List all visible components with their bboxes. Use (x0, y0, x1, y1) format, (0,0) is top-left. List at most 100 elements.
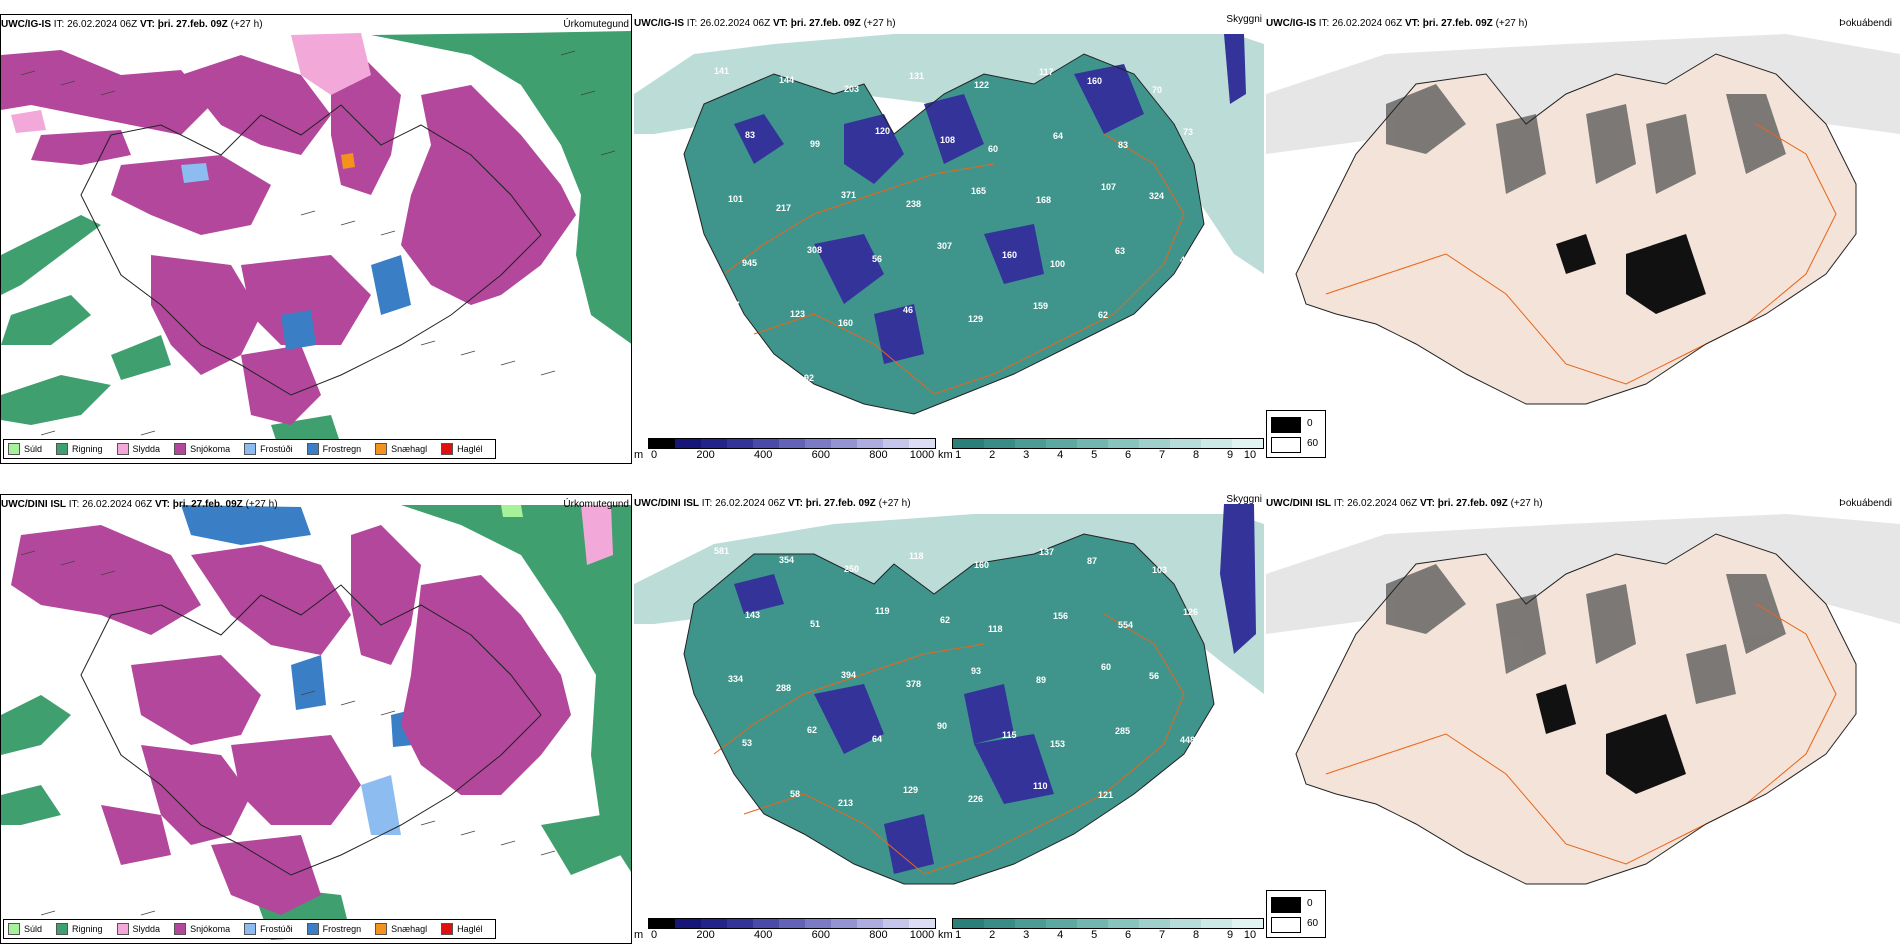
cloudbase-peak-value: 120 (875, 126, 890, 136)
legend-label: Frostúði (260, 924, 293, 934)
cloudbase-peak-value: 354 (779, 555, 794, 565)
legend-item: Slydda (116, 443, 161, 455)
colorbar-tick-label: 10 (1243, 449, 1257, 461)
it-label: IT: (53, 19, 65, 30)
cloudbase-peak-value: 378 (906, 679, 921, 689)
cloudbase-peak-value: 129 (968, 314, 983, 324)
colorbar-unit: m (634, 929, 644, 941)
cloudbase-peak-value: 56 (1149, 671, 1159, 681)
cloudbase-peak-value: 115 (1002, 730, 1017, 740)
colorbar-tick-label: 200 (696, 449, 715, 461)
it-value: 26.02.2024 06Z (700, 18, 771, 29)
panel-header: UWC/IG-IS IT: 26.02.2024 06Z VT: þri. 27… (1266, 18, 1528, 29)
colorbar-tick-label: 800 (869, 449, 888, 461)
colorbar-segment (1201, 919, 1232, 928)
cloudbase-peak-value: 64 (1053, 131, 1063, 141)
cloudbase-peak-value: 126 (1183, 607, 1198, 617)
colorbar-segment (1077, 439, 1108, 448)
model-name: UWC/IG-IS (1266, 18, 1316, 29)
wind-barbs (20, 50, 616, 436)
cloudbase-peak-value: 165 (971, 186, 986, 196)
cloudbase-peak-value: 581 (714, 546, 729, 556)
colorbar-tick-label: 9 (1226, 449, 1234, 461)
fog-legend-min: 0 (1307, 418, 1313, 429)
colorbar-tick-label: 1 (955, 449, 962, 461)
colorbar-tick-label: 1000 (909, 449, 935, 461)
cloudbase-peak-value: 160 (838, 318, 853, 328)
cloudbase-peak-value: 100 (1050, 259, 1065, 269)
lead-time: (+27 h) (245, 499, 278, 510)
panel-title: Þokuábendi (1839, 498, 1892, 509)
cloudbase-peak-value: 554 (1118, 620, 1133, 630)
colorbar-segment (1170, 439, 1201, 448)
legend-item: Súld (8, 923, 42, 935)
legend-label: Snæhagl (391, 924, 428, 934)
cloudbase-peak-value: 448 (1180, 735, 1195, 745)
cloudbase-peak-value: 90 (937, 721, 947, 731)
panel-header: UWC/DINI ISL IT: 26.02.2024 06Z VT: þri.… (1, 499, 278, 510)
panel-title: Skyggni (1226, 14, 1262, 25)
cloudbase-peak-value: 77 (725, 780, 735, 790)
colorbar-strip (648, 918, 936, 929)
legend-item: Haglél (441, 923, 483, 935)
cloudbase-peak-value: 70 (1152, 85, 1162, 95)
cloudbase-peak-value: 156 (1053, 611, 1068, 621)
colorbar-tick-label: 400 (754, 449, 773, 461)
fog-legend-max: 60 (1307, 438, 1319, 449)
colorbar-tick-label: 600 (811, 929, 830, 941)
legend-swatch (375, 443, 388, 455)
cloudbase-map: 141 144 203 131 122 117 160 70 83 99 120 108 60 64 83 7… (634, 34, 1264, 415)
colorbar-unit: km (938, 449, 953, 461)
legend-label: Rigning (72, 444, 103, 454)
it-label: IT: (686, 18, 698, 29)
legend-swatch (306, 923, 319, 935)
lead-time: (+27 h) (230, 19, 263, 30)
cloudbase-peak-value: 92 (804, 373, 814, 383)
colorbar-tick-label: 4 (1057, 449, 1064, 461)
cloudbase-peak-value: 64 (872, 734, 882, 744)
it-value: 26.02.2024 06Z (1332, 18, 1403, 29)
cloudbase-peak-value: 288 (776, 683, 791, 693)
roads (723, 133, 1185, 395)
precip-type-map (1, 495, 631, 943)
cloudbase-visibility-panel-top: 141 144 203 131 122 117 160 70 83 99 120 108 60 64 83 7… (634, 14, 1264, 464)
colorbar-segment (883, 439, 909, 448)
roads (1325, 123, 1837, 385)
legend-label: Snjókoma (190, 444, 231, 454)
colorbar-unit: m (634, 449, 644, 461)
lead-time: (+27 h) (878, 498, 911, 509)
colorbar-segment (727, 439, 753, 448)
colorbar-unit: km (938, 929, 953, 941)
legend-swatch (8, 443, 20, 455)
cloudbase-peak-value: 159 (1033, 301, 1048, 311)
legend-swatch (306, 443, 319, 455)
colorbar-tick-label: 400 (754, 929, 773, 941)
colorbar-strip (648, 438, 936, 449)
colorbar-segment (675, 439, 701, 448)
cloudbase-peak-value: 945 (742, 258, 757, 268)
cloudbase-peak-labels: 581 354 250 118 160 137 87 103 143 51 119 62 118 156 5… (714, 546, 1198, 854)
cloudbase-peak-value: 110 (1033, 781, 1048, 791)
cloudbase-peak-value: 153 (1050, 739, 1065, 749)
legend-label: Slydda (132, 444, 161, 454)
legend-label: Súld (24, 444, 43, 454)
cloudbase-peak-value: 226 (968, 794, 983, 804)
colorbar-tick-label: 4 (1057, 929, 1064, 941)
legend-item: Snæhagl (375, 443, 427, 455)
legend-swatch (244, 923, 257, 935)
cloudbase-peak-value: 60 (988, 144, 998, 154)
cloudbase-peak-value: 51 (810, 619, 820, 629)
colorbar-segment (805, 439, 831, 448)
legend-item: Frostregn (306, 923, 361, 935)
panel-title: Þokuábendi (1839, 18, 1892, 29)
cloudbase-peak-value: 308 (807, 245, 822, 255)
cloudbase-peak-value: 118 (909, 551, 924, 561)
it-label: IT: (1333, 498, 1345, 509)
colorbar-segment (1139, 919, 1170, 928)
cloudbase-peak-value: 119 (875, 606, 890, 616)
cloudbase-peak-value: 87 (1087, 556, 1097, 566)
colorbar-segment (649, 919, 675, 928)
colorbar-tick-label: 1 (955, 929, 962, 941)
cloudbase-peak-value: 121 (1098, 790, 1113, 800)
colorbar-segment (953, 439, 984, 448)
